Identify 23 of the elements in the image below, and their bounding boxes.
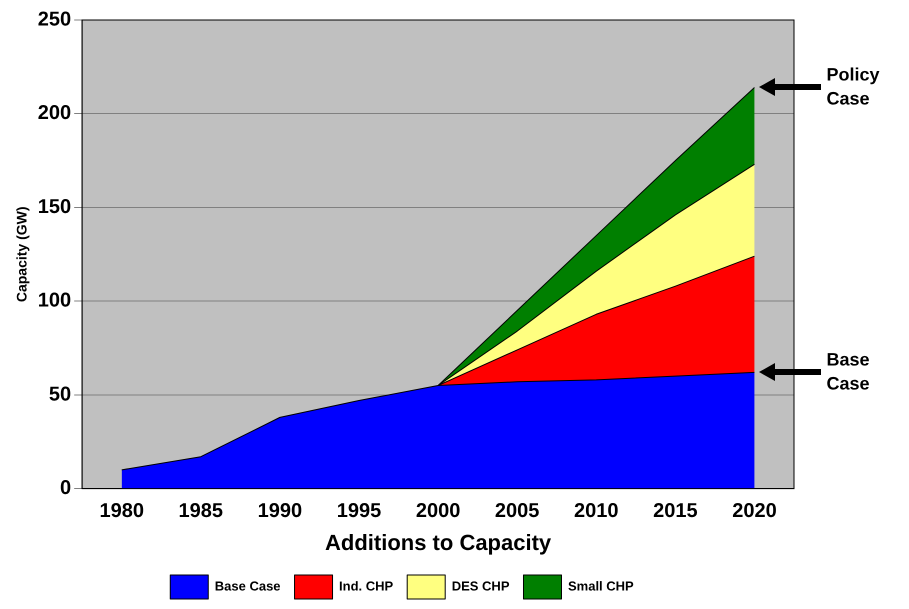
y-tick-label: 0 bbox=[60, 477, 72, 500]
legend-label: DES CHP bbox=[452, 578, 510, 594]
text: Base Case bbox=[826, 349, 870, 394]
x-tick-label: 2000 bbox=[416, 500, 460, 522]
legend-label: Base Case bbox=[214, 578, 281, 594]
y-axis-title: Capacity (GW) bbox=[13, 206, 30, 302]
text: Policy Case bbox=[826, 64, 880, 108]
y-tick-label: 200 bbox=[38, 102, 72, 124]
x-tick-label: 1985 bbox=[178, 500, 224, 522]
x-tick-label: 1995 bbox=[336, 500, 382, 522]
x-axis-title: Additions to Capacity bbox=[325, 530, 552, 555]
x-tick-label: 2005 bbox=[494, 500, 540, 522]
y-tick-label: 250 bbox=[38, 8, 72, 31]
x-tick-label: 2015 bbox=[653, 500, 698, 522]
legend-label: Ind. CHP bbox=[339, 578, 394, 594]
y-tick-label: 150 bbox=[38, 196, 72, 218]
x-tick-label: 2010 bbox=[574, 500, 619, 522]
y-tick-label: 100 bbox=[38, 290, 72, 312]
x-tick-label: 1990 bbox=[258, 500, 302, 522]
x-tick-label: 2020 bbox=[732, 500, 777, 522]
legend-label: Small CHP bbox=[568, 578, 634, 594]
x-tick-label: 1980 bbox=[99, 500, 144, 522]
y-tick-label: 50 bbox=[48, 383, 72, 406]
